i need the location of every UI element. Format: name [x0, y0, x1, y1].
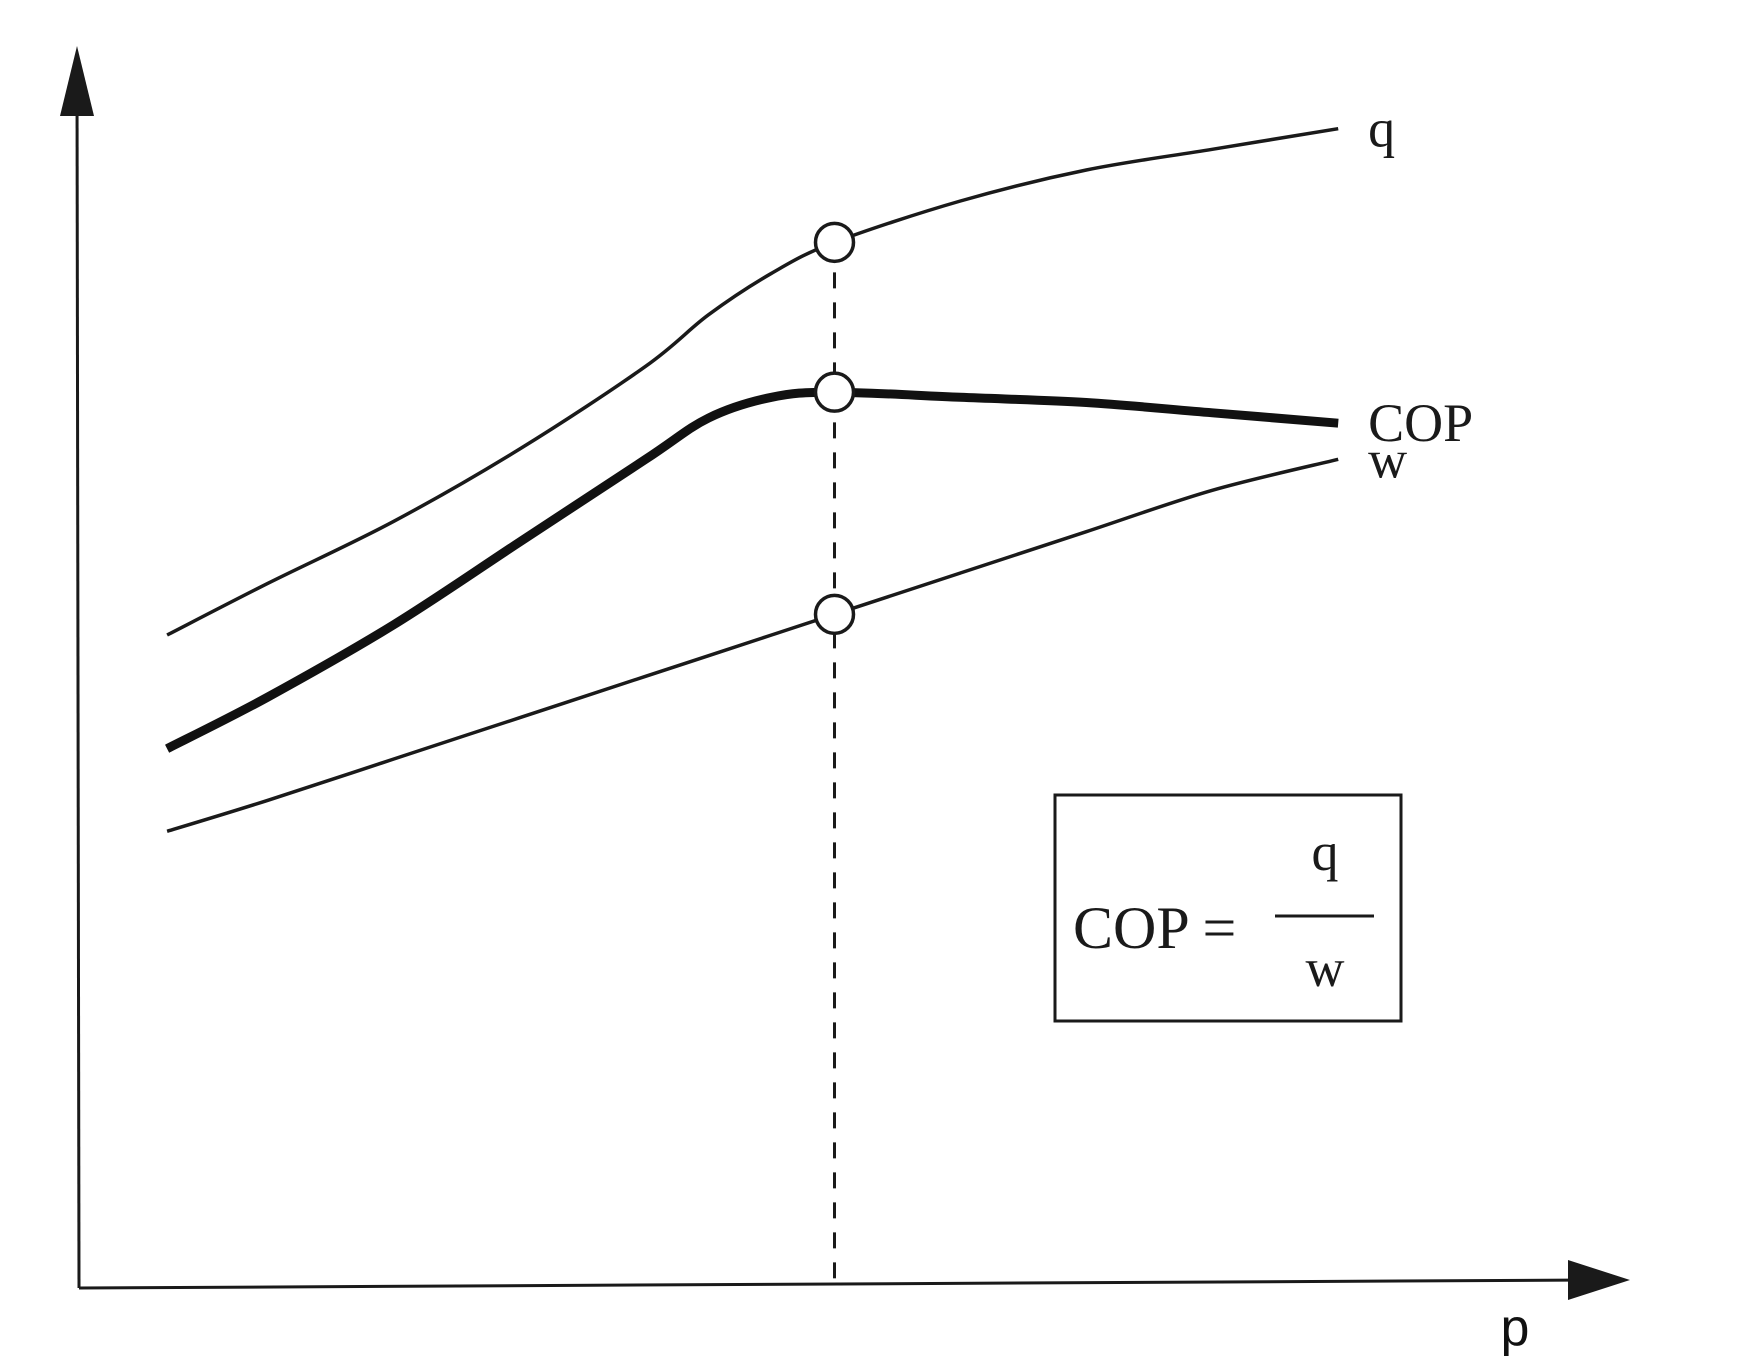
x-axis-arrow [1568, 1260, 1630, 1300]
series-label-w: w [1368, 429, 1407, 489]
series-line-cop [165, 387, 1339, 753]
formula-denominator: w [1306, 938, 1345, 998]
series-line-w [166, 457, 1339, 833]
formula-numerator: q [1312, 822, 1339, 882]
marker-point-q [813, 221, 856, 264]
formula-lhs: COP = [1073, 895, 1236, 961]
y-axis-arrow [60, 46, 94, 116]
formula-box [1053, 793, 1403, 1023]
series-line-q [166, 126, 1339, 637]
series-label-cop: COP [1368, 393, 1473, 453]
marker-point-w [813, 593, 856, 636]
marker-point-cop [813, 371, 856, 413]
x-axis-label: p [1501, 1299, 1530, 1356]
x-axis [78, 1278, 1591, 1290]
series-label-q: q [1368, 99, 1395, 159]
y-axis [75, 79, 81, 1289]
